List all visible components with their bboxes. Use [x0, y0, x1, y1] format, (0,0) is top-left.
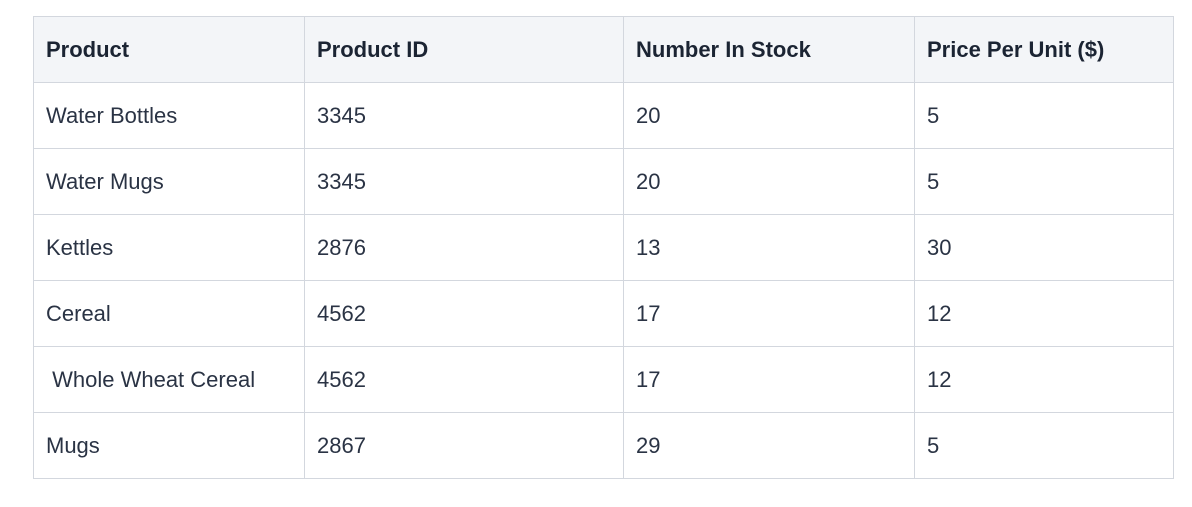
cell-number-in-stock: 20: [623, 82, 915, 149]
cell-product: Water Mugs: [33, 148, 305, 215]
table-row: Cereal 4562 17 12: [33, 280, 1174, 347]
cell-product: Mugs: [33, 412, 305, 479]
cell-product-id: 3345: [304, 82, 624, 149]
cell-product-id: 4562: [304, 280, 624, 347]
header-product-id: Product ID: [304, 16, 624, 83]
header-price-per-unit: Price Per Unit ($): [914, 16, 1174, 83]
table-header: Product Product ID Number In Stock Price…: [33, 16, 1174, 83]
cell-number-in-stock: 20: [623, 148, 915, 215]
cell-number-in-stock: 17: [623, 280, 915, 347]
table-body: Water Bottles 3345 20 5 Water Mugs 3345 …: [33, 82, 1174, 479]
header-product: Product: [33, 16, 305, 83]
inventory-table: Product Product ID Number In Stock Price…: [33, 16, 1174, 479]
cell-number-in-stock: 17: [623, 346, 915, 413]
cell-product: Kettles: [33, 214, 305, 281]
cell-number-in-stock: 13: [623, 214, 915, 281]
cell-price-per-unit: 5: [914, 82, 1174, 149]
table-row: Mugs 2867 29 5: [33, 412, 1174, 479]
cell-price-per-unit: 30: [914, 214, 1174, 281]
table-row: Water Bottles 3345 20 5: [33, 82, 1174, 149]
cell-price-per-unit: 5: [914, 148, 1174, 215]
cell-price-per-unit: 12: [914, 280, 1174, 347]
table-row: Water Mugs 3345 20 5: [33, 148, 1174, 215]
table-row: Whole Wheat Cereal 4562 17 12: [33, 346, 1174, 413]
cell-price-per-unit: 5: [914, 412, 1174, 479]
cell-product: Cereal: [33, 280, 305, 347]
cell-product-id: 4562: [304, 346, 624, 413]
cell-product-id: 3345: [304, 148, 624, 215]
header-row: Product Product ID Number In Stock Price…: [33, 16, 1174, 83]
cell-product: Water Bottles: [33, 82, 305, 149]
cell-price-per-unit: 12: [914, 346, 1174, 413]
cell-number-in-stock: 29: [623, 412, 915, 479]
cell-product: Whole Wheat Cereal: [33, 346, 305, 413]
cell-product-id: 2876: [304, 214, 624, 281]
inventory-table-container: Product Product ID Number In Stock Price…: [33, 16, 1174, 479]
cell-product-id: 2867: [304, 412, 624, 479]
table-row: Kettles 2876 13 30: [33, 214, 1174, 281]
header-number-in-stock: Number In Stock: [623, 16, 915, 83]
